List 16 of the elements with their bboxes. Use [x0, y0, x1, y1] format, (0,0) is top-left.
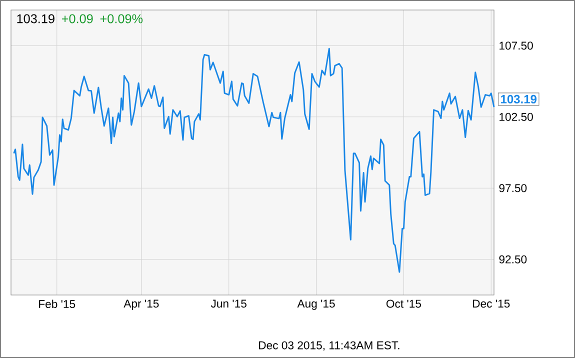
text: Dec 03 2015, 11:43AM EST. [259, 341, 400, 351]
x-tick-label: Aug '15 [297, 300, 335, 310]
x-tick-label: Apr '15 [124, 300, 159, 310]
annotation: +0.09% [100, 14, 143, 24]
y-tick-label: 97.50 [499, 184, 527, 192]
annotation: +0.09 [62, 14, 93, 24]
y-tick-label: 102.50 [500, 112, 533, 121]
annotation: 103.19 [17, 14, 54, 24]
annotation: 103.19 [501, 94, 537, 104]
y-tick-label: 107.50 [500, 42, 533, 50]
x-tick-label: Dec '15 [473, 300, 510, 308]
x-tick-label: Oct '15 [386, 300, 422, 308]
x-tick-label: Jun '15 [210, 300, 246, 308]
y-tick-label: 92.50 [499, 255, 527, 264]
line-series [13, 48, 495, 273]
x-tick-label: Feb '15 [39, 300, 76, 308]
